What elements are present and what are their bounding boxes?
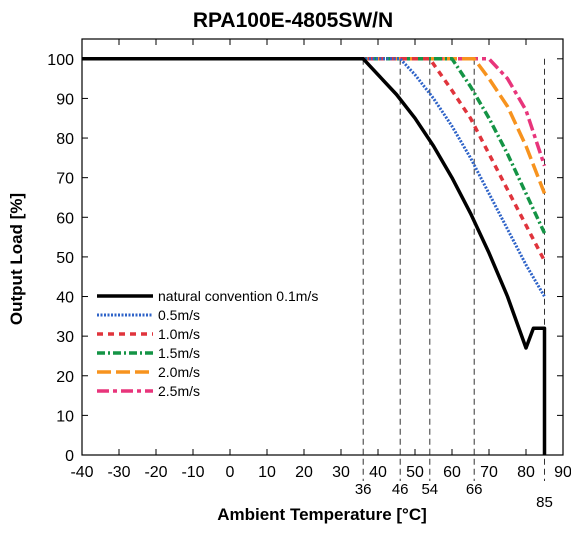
series-line-0-5m-s (82, 57, 546, 298)
y-tick-label: 100 (47, 52, 74, 69)
legend-label-3: 1.5m/s (158, 345, 200, 361)
series-line-2-0m-s (82, 57, 547, 195)
series-line-2-5m-s (82, 57, 547, 167)
x-tick-label: 80 (517, 464, 535, 481)
y-tick-label: 10 (56, 408, 74, 425)
x-tick-label: 10 (258, 464, 276, 481)
legend-label-4: 2.0m/s (158, 364, 200, 380)
legend-box (90, 282, 338, 402)
x-tick-label: -10 (181, 464, 204, 481)
legend-label-5: 2.5m/s (158, 383, 200, 399)
x-tick-label: 60 (443, 464, 461, 481)
legend-label-1: 0.5m/s (158, 307, 200, 323)
legend-label-0: natural convention 0.1m/s (158, 288, 318, 304)
x-axis-title: Ambient Temperature [°C] (217, 505, 427, 524)
series-line-natural-convention-0-1m-s (82, 57, 547, 455)
x-tick-label: 0 (226, 464, 235, 481)
y-tick-label: 30 (56, 329, 74, 346)
annotation-label-66: 66 (466, 481, 483, 498)
legend-label-2: 1.0m/s (158, 326, 200, 342)
y-tick-label: 0 (65, 448, 74, 465)
annotation-label-85: 85 (536, 494, 553, 511)
series-line-1-5m-s (82, 57, 547, 234)
y-tick-label: 90 (56, 91, 74, 108)
x-tick-label: 40 (369, 464, 387, 481)
y-axis-title: Output Load [%] (7, 193, 26, 325)
annotation-label-36: 36 (355, 481, 372, 498)
y-tick-label: 40 (56, 290, 74, 307)
y-tick-label: 20 (56, 369, 74, 386)
x-tick-label: 50 (406, 464, 424, 481)
y-tick-label: 50 (56, 250, 74, 267)
annotation-label-46: 46 (392, 481, 409, 498)
y-tick-label: 80 (56, 131, 74, 148)
y-tick-label: 60 (56, 210, 74, 227)
x-tick-label: 90 (554, 464, 571, 481)
x-tick-label: 20 (295, 464, 313, 481)
x-tick-label: -20 (144, 464, 167, 481)
x-tick-label: 30 (332, 464, 350, 481)
annotation-label-54: 54 (421, 481, 438, 498)
plot-layer: 0 10 20 30 40 50 60 70 80 90 100 -40 -30 -20 -10 0 10 20 3… (47, 38, 571, 511)
y-tick-label: 70 (56, 171, 74, 188)
x-tick-label: -30 (107, 464, 130, 481)
series-line-1-0m-s (82, 57, 547, 262)
x-tick-label: 70 (480, 464, 498, 481)
plot-frame (81, 38, 564, 456)
chart-title: RPA100E-4805SW/N (193, 9, 393, 32)
x-tick-label: -40 (70, 464, 93, 481)
